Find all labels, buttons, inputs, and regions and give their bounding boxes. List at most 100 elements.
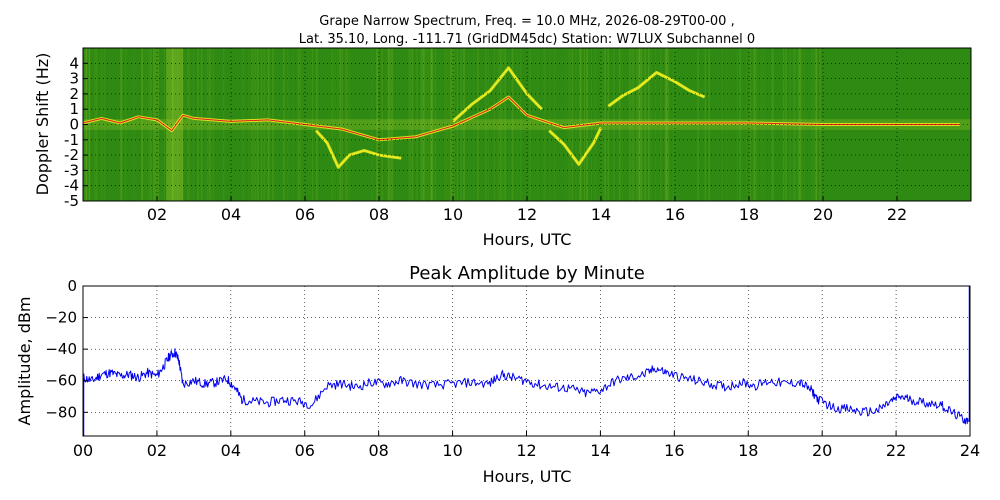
spectrum-noise-streak	[258, 48, 259, 201]
amplitude-title: Peak Amplitude by Minute	[409, 263, 645, 284]
amplitude-x-tick-label: 02	[147, 441, 167, 460]
spectrum-noise-streak	[473, 48, 475, 201]
amplitude-y-tick-label: −40	[45, 340, 77, 358]
spectrum-noise-streak	[267, 48, 270, 201]
amplitude-background	[83, 286, 970, 436]
spectrum-y-tick-label: 1	[69, 100, 79, 118]
spectrum-noise-streak	[568, 48, 570, 201]
spectrum-noise-streak	[88, 48, 91, 201]
amplitude-x-ticks: 00 02 04 06 08 10 12 14 16 18 20 22 24	[73, 431, 980, 460]
spectrum-y-tick-label: -4	[64, 177, 79, 195]
spectrum-x-tick-label: 14	[591, 205, 611, 224]
spectrum-trace-core-0	[83, 96, 960, 141]
spectrum-noise-streak	[389, 48, 392, 201]
spectrum-noise-streak	[96, 48, 98, 201]
spectrum-noise-streak	[376, 48, 379, 201]
amplitude-y-tick-label: −80	[45, 403, 77, 421]
spectrum-noise-streak	[516, 48, 518, 201]
spectrum-x-tick-label: 12	[517, 205, 537, 224]
spectrum-noise-streak	[408, 48, 410, 201]
spectrum-noise-streak	[440, 48, 442, 201]
spectrum-y-axis-label: Doppler Shift (Hz)	[33, 53, 52, 196]
spectrum-noise-streak	[571, 48, 573, 201]
amplitude-x-tick-label: 04	[221, 441, 241, 460]
amplitude-x-tick-label: 06	[295, 441, 315, 460]
spectrum-noise-streak	[416, 48, 417, 201]
spectrum-y-tick-label: 2	[69, 85, 79, 103]
spectrum-noise-streak	[88, 48, 90, 201]
spectrum-noise-streak	[121, 48, 123, 201]
spectrum-noise-streak	[143, 48, 145, 201]
spectrum-noise-streak	[153, 48, 156, 201]
spectrum-noise-streak	[420, 48, 422, 201]
spectrum-noise-streak	[450, 48, 452, 201]
spectrum-noise-streak	[181, 48, 184, 201]
spectrum-noise-streak	[268, 48, 270, 201]
spectrum-noise-streak	[94, 48, 95, 201]
spectrum-noise-streak	[120, 48, 123, 201]
spectrum-noise-streak	[200, 48, 203, 201]
spectrum-noise-streak	[566, 48, 567, 201]
spectrum-noise-streak	[430, 48, 432, 201]
spectrum-noise-streak	[257, 48, 258, 201]
spectrum-title-line1: Grape Narrow Spectrum, Freq. = 10.0 MHz,…	[319, 14, 734, 29]
spectrum-noise-streak	[141, 48, 143, 201]
spectrum-noise-streak	[157, 48, 159, 201]
amplitude-y-tick-label: −20	[45, 309, 77, 327]
spectrum-y-tick-label: -3	[64, 161, 79, 179]
spectrum-noise-streak	[444, 48, 446, 201]
spectrum-noise-streak	[569, 48, 571, 201]
spectrum-noise-streak	[125, 48, 127, 201]
spectrum-noise-streak	[208, 48, 211, 201]
spectrum-noise-streak	[339, 48, 342, 201]
spectrum-noise-streak	[537, 48, 539, 201]
spectrum-x-tick-label: 20	[813, 205, 833, 224]
amplitude-x-tick-label: 14	[590, 441, 610, 460]
spectrum-noise-streak	[423, 48, 425, 201]
spectrum-noise-streak	[431, 48, 434, 201]
spectrum-noise-streak	[262, 48, 264, 201]
spectrum-noise-streak	[253, 48, 256, 201]
spectrum-noise-streak	[408, 48, 411, 201]
spectrum-noise-streak	[430, 48, 432, 201]
spectrum-noise-streak	[388, 48, 390, 201]
spectrum-noise-streak	[388, 48, 390, 201]
spectrum-title-line2: Lat. 35.10, Long. -111.71 (GridDM45dc) S…	[299, 32, 755, 47]
spectrum-noise-streak	[423, 48, 426, 201]
spectrum-x-tick-label: 18	[739, 205, 759, 224]
spectrum-noise-streak	[409, 48, 412, 201]
spectrum-x-tick-label: 06	[295, 205, 315, 224]
spectrum-noise-streak	[376, 48, 377, 201]
spectrum-noise-streak	[145, 48, 148, 201]
spectrum-noise-streak	[487, 48, 489, 201]
spectrum-trace-core-4	[608, 72, 705, 107]
spectrum-noise-streak	[543, 48, 545, 201]
spectrum-noise-streak	[511, 48, 513, 201]
spectrum-noise-streak	[184, 48, 185, 201]
spectrum-x-tick-label: 22	[887, 205, 907, 224]
amplitude-x-tick-label: 10	[442, 441, 462, 460]
spectrum-y-tick-label: -2	[64, 146, 79, 164]
spectrum-noise-streak	[144, 48, 146, 201]
spectrum-noise-streak	[493, 48, 495, 201]
spectrum-y-tick-label: -5	[64, 192, 79, 210]
spectrum-noise-streak	[172, 48, 174, 201]
spectrum-noise-streak	[342, 48, 343, 201]
spectrum-noise-streak	[104, 48, 106, 201]
amplitude-x-axis-label: Hours, UTC	[483, 467, 572, 486]
amplitude-x-tick-label: 16	[664, 441, 684, 460]
spectrum-noise-streak	[416, 48, 418, 201]
spectrum-noise-streak	[444, 48, 445, 201]
spectrum-x-tick-label: 02	[147, 205, 167, 224]
spectrum-noise-streak	[264, 48, 266, 201]
spectrum-noise-streak	[212, 48, 214, 201]
spectrum-noise-streak	[166, 48, 168, 201]
spectrum-noise-streak	[149, 48, 150, 201]
spectrum-noise-streak	[189, 48, 191, 201]
spectrum-y-tick-label: 3	[69, 70, 79, 88]
spectrum-x-tick-label: 04	[221, 205, 241, 224]
spectrum-noise-streak	[187, 48, 190, 201]
spectrum-noise-streak	[213, 48, 215, 201]
